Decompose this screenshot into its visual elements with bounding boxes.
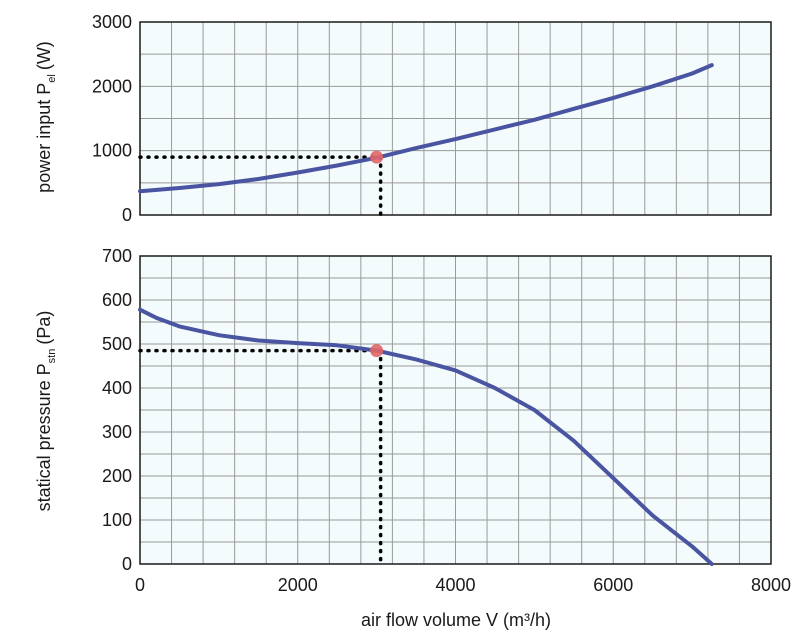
y-tick-label: 100 xyxy=(102,510,132,530)
y-axis-title-power-unit: (W) xyxy=(34,41,54,70)
y-axis-title-pressure: statical pressure Pstn (Pa) xyxy=(34,311,58,512)
x-tick-label: 6000 xyxy=(593,575,633,595)
series-line xyxy=(138,63,714,194)
y-axis-title-power: power input Pel (W) xyxy=(34,41,58,193)
static-pressure-panel: 0 100 200 300 400 500 600 700 0 2000 4000 6000 8000 xyxy=(102,246,791,595)
y-tick-label: 1000 xyxy=(92,141,132,161)
x-tick-label: 4000 xyxy=(435,575,475,595)
x-tick-label: 0 xyxy=(135,575,145,595)
y-tick-label: 3000 xyxy=(92,12,132,32)
y-axis-title-power-main: power input P xyxy=(34,83,54,193)
y-tick-label: 500 xyxy=(102,334,132,354)
power-input-panel: 0 1000 2000 3000 xyxy=(92,12,772,225)
operating-point-marker xyxy=(370,150,384,164)
y-tick-label: 300 xyxy=(102,422,132,442)
y-tick-label: 0 xyxy=(122,554,132,574)
plot-frame xyxy=(139,21,772,216)
x-tick-label: 8000 xyxy=(751,575,791,595)
x-axis-title: air flow volume V (m³/h) xyxy=(361,610,551,630)
y-tick-label: 400 xyxy=(102,378,132,398)
operating-point-marker xyxy=(370,344,384,358)
plot-frame xyxy=(139,255,772,565)
y-tick-label: 2000 xyxy=(92,76,132,96)
y-tick-label: 700 xyxy=(102,246,132,266)
y-tick-label: 0 xyxy=(122,205,132,225)
y-axis-title-power-sub: el xyxy=(46,74,58,83)
y-axis-title-pressure-main: statical pressure P xyxy=(34,363,54,511)
y-tick-label: 600 xyxy=(102,290,132,310)
y-axis-title-pressure-sub: stn xyxy=(46,349,58,364)
y-axis-title-pressure-unit: (Pa) xyxy=(34,311,54,345)
series-line xyxy=(138,307,714,566)
y-tick-label: 200 xyxy=(102,466,132,486)
x-tick-label: 2000 xyxy=(278,575,318,595)
